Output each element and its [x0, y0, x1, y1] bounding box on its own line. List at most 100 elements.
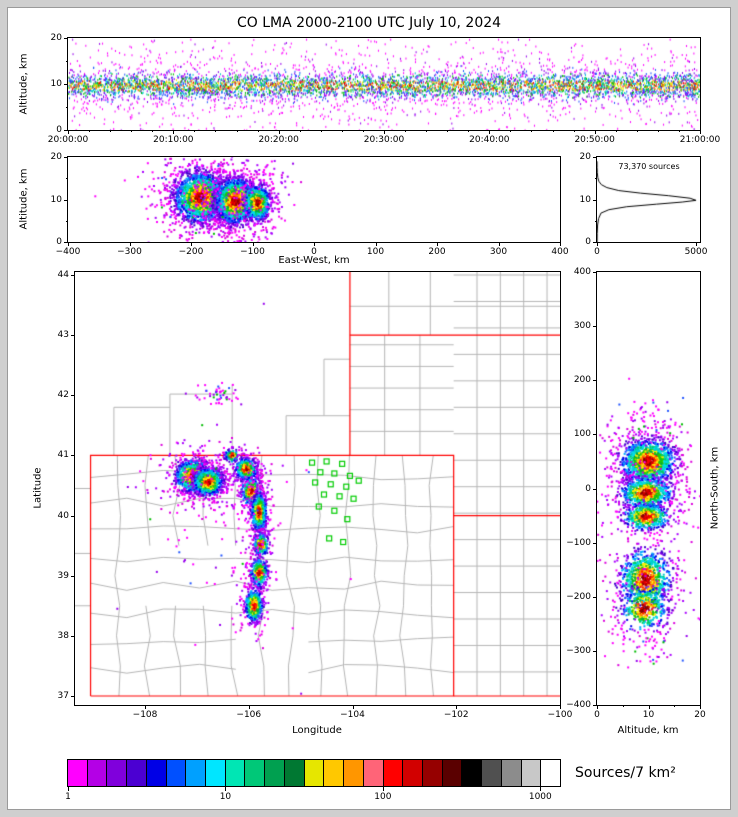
tick-label: −106 — [236, 710, 262, 720]
tick-label: 43 — [57, 330, 69, 341]
tick-label: 1000 — [528, 792, 552, 802]
tick-label: 10 — [579, 194, 591, 205]
tick-mark — [257, 130, 259, 132]
tick-label: 0 — [594, 710, 600, 720]
tick-mark — [71, 695, 75, 697]
tick-mark — [64, 84, 68, 85]
tick-mark — [382, 787, 384, 791]
colorbar-cell — [206, 760, 226, 786]
tick-mark — [131, 130, 133, 132]
tick-label: −100 — [240, 247, 265, 257]
tick-mark — [593, 705, 597, 706]
colorbar-cell — [383, 760, 404, 786]
tick-mark — [510, 130, 512, 132]
tick-label: 20:20:00 — [258, 135, 299, 145]
tick-label: 5000 — [684, 247, 708, 257]
tick-mark — [531, 130, 533, 132]
tick-label: −102 — [443, 710, 469, 720]
tick-mark — [66, 220, 68, 222]
tick-mark — [456, 705, 458, 709]
tick-mark — [68, 130, 69, 134]
colorbar-cell — [344, 760, 364, 786]
tick-label: 0 — [311, 247, 317, 257]
tick-label: 0 — [585, 237, 591, 247]
tick-label: 0 — [585, 483, 591, 494]
tick-label: −200 — [178, 247, 204, 257]
tick-label: 40 — [57, 510, 69, 521]
tick-mark — [447, 130, 449, 132]
colorbar-cell — [422, 760, 443, 786]
tick-label: −400 — [55, 247, 81, 257]
tick-mark — [194, 130, 196, 132]
tick-label: 0 — [56, 237, 62, 247]
tick-label: −104 — [340, 710, 365, 720]
time-height-panel — [67, 37, 701, 131]
tick-label: 21:00:00 — [679, 135, 721, 145]
tick-mark — [560, 705, 561, 709]
tick-label: 10 — [50, 79, 62, 89]
tick-label: −400 — [566, 700, 591, 710]
tick-label: 10 — [642, 710, 655, 720]
tick-label: 10 — [50, 194, 62, 205]
tick-mark — [594, 130, 596, 134]
tick-label: 100 — [374, 792, 392, 802]
colorbar — [67, 759, 561, 787]
tick-label: −108 — [132, 710, 158, 720]
tick-mark — [129, 242, 131, 246]
colorbar-cell — [304, 760, 325, 786]
tick-mark — [615, 130, 617, 132]
tick-label: 100 — [366, 247, 385, 257]
tick-label: 20:30:00 — [363, 135, 405, 145]
tick-mark — [384, 130, 385, 134]
tick-mark — [489, 130, 491, 134]
tick-mark — [66, 107, 68, 108]
colorbar-cell — [225, 760, 246, 786]
tick-mark — [152, 130, 154, 132]
east-west-height-canvas — [68, 157, 560, 242]
plan-view-map-panel — [74, 271, 561, 706]
colorbar-cell — [462, 760, 483, 786]
tick-mark — [64, 38, 68, 39]
tick-mark — [278, 130, 280, 134]
tick-label: −100 — [547, 710, 573, 720]
tick-mark — [593, 242, 597, 243]
colorbar-cell — [127, 760, 147, 786]
tick-label: 20 — [579, 152, 591, 162]
colorbar-cell — [186, 760, 207, 786]
tick-mark — [595, 220, 597, 222]
colorbar-cell — [265, 760, 285, 786]
colorbar-cell — [68, 760, 88, 786]
tick-mark — [66, 178, 68, 180]
tick-label: 41 — [57, 450, 69, 461]
tick-label: 20 — [694, 710, 706, 720]
tick-mark — [248, 705, 250, 709]
colorbar-cell — [482, 760, 502, 786]
tick-mark — [64, 242, 68, 243]
tick-mark — [593, 542, 597, 544]
north-south-height-panel — [596, 271, 701, 706]
tick-mark — [426, 130, 428, 132]
tick-mark — [593, 650, 597, 652]
tick-mark — [299, 130, 301, 132]
tick-label: 37 — [57, 690, 69, 701]
tick-mark — [71, 395, 75, 397]
tick-mark — [71, 635, 75, 637]
tick-mark — [236, 130, 238, 132]
tick-mark — [593, 380, 597, 382]
tick-mark — [320, 130, 322, 132]
tick-mark — [405, 130, 407, 132]
tick-mark — [71, 275, 75, 276]
tick-label: 20:00:00 — [47, 135, 89, 145]
altitude-histogram-canvas — [597, 157, 700, 242]
tick-label: 20 — [50, 152, 62, 162]
colorbar-cell — [541, 760, 560, 786]
tick-mark — [252, 242, 254, 246]
tick-mark — [622, 705, 624, 707]
tick-mark — [700, 130, 701, 134]
tick-mark — [595, 178, 597, 180]
tick-mark — [71, 455, 75, 457]
tick-mark — [498, 242, 500, 246]
map-ylabel: Latitude — [32, 467, 44, 509]
tick-label: 400 — [551, 247, 569, 257]
tick-mark — [314, 242, 315, 246]
